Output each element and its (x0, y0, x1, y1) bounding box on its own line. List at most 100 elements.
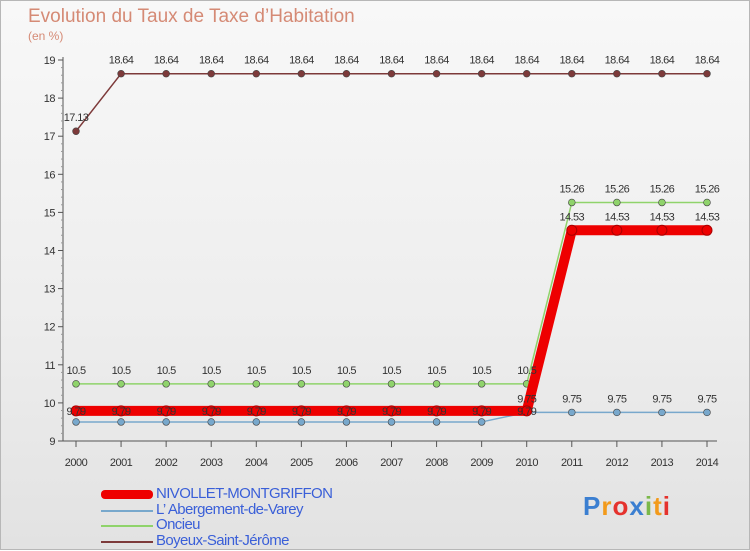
data-label-2: 10.5 (517, 365, 536, 377)
data-label-3: 18.64 (379, 55, 404, 67)
data-label-3: 18.64 (109, 55, 134, 67)
data-label-3: 18.64 (244, 55, 269, 67)
series-point-0 (476, 405, 488, 417)
series-point-3 (523, 70, 531, 78)
logo-letter: t (653, 491, 663, 521)
series-point-3 (297, 70, 306, 78)
data-label-1: 9.75 (697, 393, 716, 405)
y-tick-label: 9 (49, 436, 55, 448)
data-label-1: 9.75 (652, 393, 671, 405)
data-label-0: 9.79 (66, 406, 85, 418)
y-tick-label: 10 (44, 398, 56, 410)
x-tick-label: 2009 (470, 457, 493, 469)
series-point-3 (207, 70, 215, 78)
data-label-1: 9.75 (607, 393, 626, 405)
series-point-1 (117, 418, 125, 426)
legend-label: Oncieu (156, 516, 201, 533)
data-label-0: 9.79 (157, 406, 176, 418)
series-line-3 (75, 72, 708, 132)
data-label-2: 15.26 (650, 183, 675, 195)
x-tick-label: 2000 (65, 457, 88, 469)
series-point-3 (477, 70, 486, 78)
x-tick-label: 2007 (380, 457, 403, 469)
data-label-3: 18.64 (289, 55, 314, 67)
data-label-2: 10.5 (382, 365, 401, 377)
data-label-3: 18.64 (514, 55, 539, 67)
y-tick-label: 16 (44, 169, 56, 181)
series-point-2 (252, 380, 260, 388)
data-label-2: 15.26 (695, 183, 720, 195)
x-tick-label: 2005 (290, 457, 313, 469)
y-tick-label: 19 (44, 55, 56, 67)
series-point-3 (117, 70, 125, 78)
series-point-1 (613, 408, 621, 417)
series-point-3 (658, 70, 666, 78)
series-point-1 (72, 418, 80, 426)
series-point-2 (162, 380, 170, 388)
data-label-2: 15.26 (560, 183, 585, 195)
data-label-3: 18.64 (199, 55, 224, 67)
logo-letter: x (629, 491, 645, 521)
series-point-3 (703, 70, 711, 78)
data-label-0: 9.79 (337, 406, 356, 418)
data-label-2: 10.5 (472, 365, 491, 377)
data-label-0: 9.79 (382, 406, 401, 418)
series-point-3 (568, 70, 576, 78)
series-point-1 (297, 418, 306, 426)
data-label-2: 15.26 (605, 183, 630, 195)
series-point-0 (295, 405, 307, 417)
proxiti-logo: Proxiti (583, 491, 671, 522)
series-point-0 (70, 405, 82, 417)
x-tick-label: 2006 (335, 457, 358, 469)
x-tick-label: 2014 (696, 457, 719, 469)
series-point-0 (115, 405, 127, 417)
y-tick-label: 12 (44, 322, 56, 334)
series-point-1 (387, 418, 396, 426)
data-label-0: 9.79 (112, 406, 131, 418)
data-label-3: 18.64 (695, 55, 720, 67)
series-point-2 (207, 380, 215, 388)
data-label-0: 14.53 (650, 211, 675, 223)
series-point-1 (207, 418, 215, 426)
series-point-2 (117, 380, 125, 388)
data-label-2: 10.5 (337, 365, 356, 377)
series-point-3 (432, 70, 441, 78)
data-label-1: 9.75 (517, 393, 536, 405)
data-label-3: 18.64 (650, 55, 675, 67)
series-point-2 (342, 380, 351, 388)
series-point-0 (521, 405, 533, 417)
series-point-0 (160, 405, 172, 417)
logo-letter: o (612, 491, 630, 521)
series-point-2 (703, 198, 711, 207)
legend-swatch (101, 525, 153, 527)
series-point-3 (252, 70, 260, 78)
data-label-0: 9.79 (472, 406, 491, 418)
series-point-1 (658, 408, 666, 417)
series-point-3 (387, 70, 396, 78)
legend-swatch (101, 509, 153, 512)
data-label-0: 9.79 (247, 406, 266, 418)
series-point-0 (656, 224, 668, 236)
legend-label: Boyeux-Saint-Jérôme (156, 531, 289, 549)
y-tick-label: 14 (44, 246, 56, 258)
legend-label: NIVOLLET-MONTGRIFFON (156, 485, 333, 502)
series-point-2 (297, 380, 306, 388)
x-tick-label: 2011 (561, 457, 583, 469)
data-label-2: 10.5 (292, 365, 311, 377)
x-tick-label: 2008 (425, 457, 448, 469)
data-label-2: 10.5 (112, 365, 131, 377)
series-point-3 (613, 70, 621, 78)
x-tick-label: 2003 (200, 457, 223, 469)
series-point-0 (431, 405, 443, 417)
data-label-0: 9.79 (202, 406, 221, 418)
data-label-3: 17.13 (64, 112, 89, 124)
series-point-3 (342, 70, 351, 78)
y-tick-label: 11 (45, 360, 56, 372)
series-point-1 (432, 418, 441, 426)
data-label-0: 9.79 (427, 406, 446, 418)
series-point-2 (387, 380, 396, 388)
data-label-2: 10.5 (66, 365, 85, 377)
logo-letter: i (644, 491, 654, 521)
y-tick-label: 15 (44, 207, 56, 219)
